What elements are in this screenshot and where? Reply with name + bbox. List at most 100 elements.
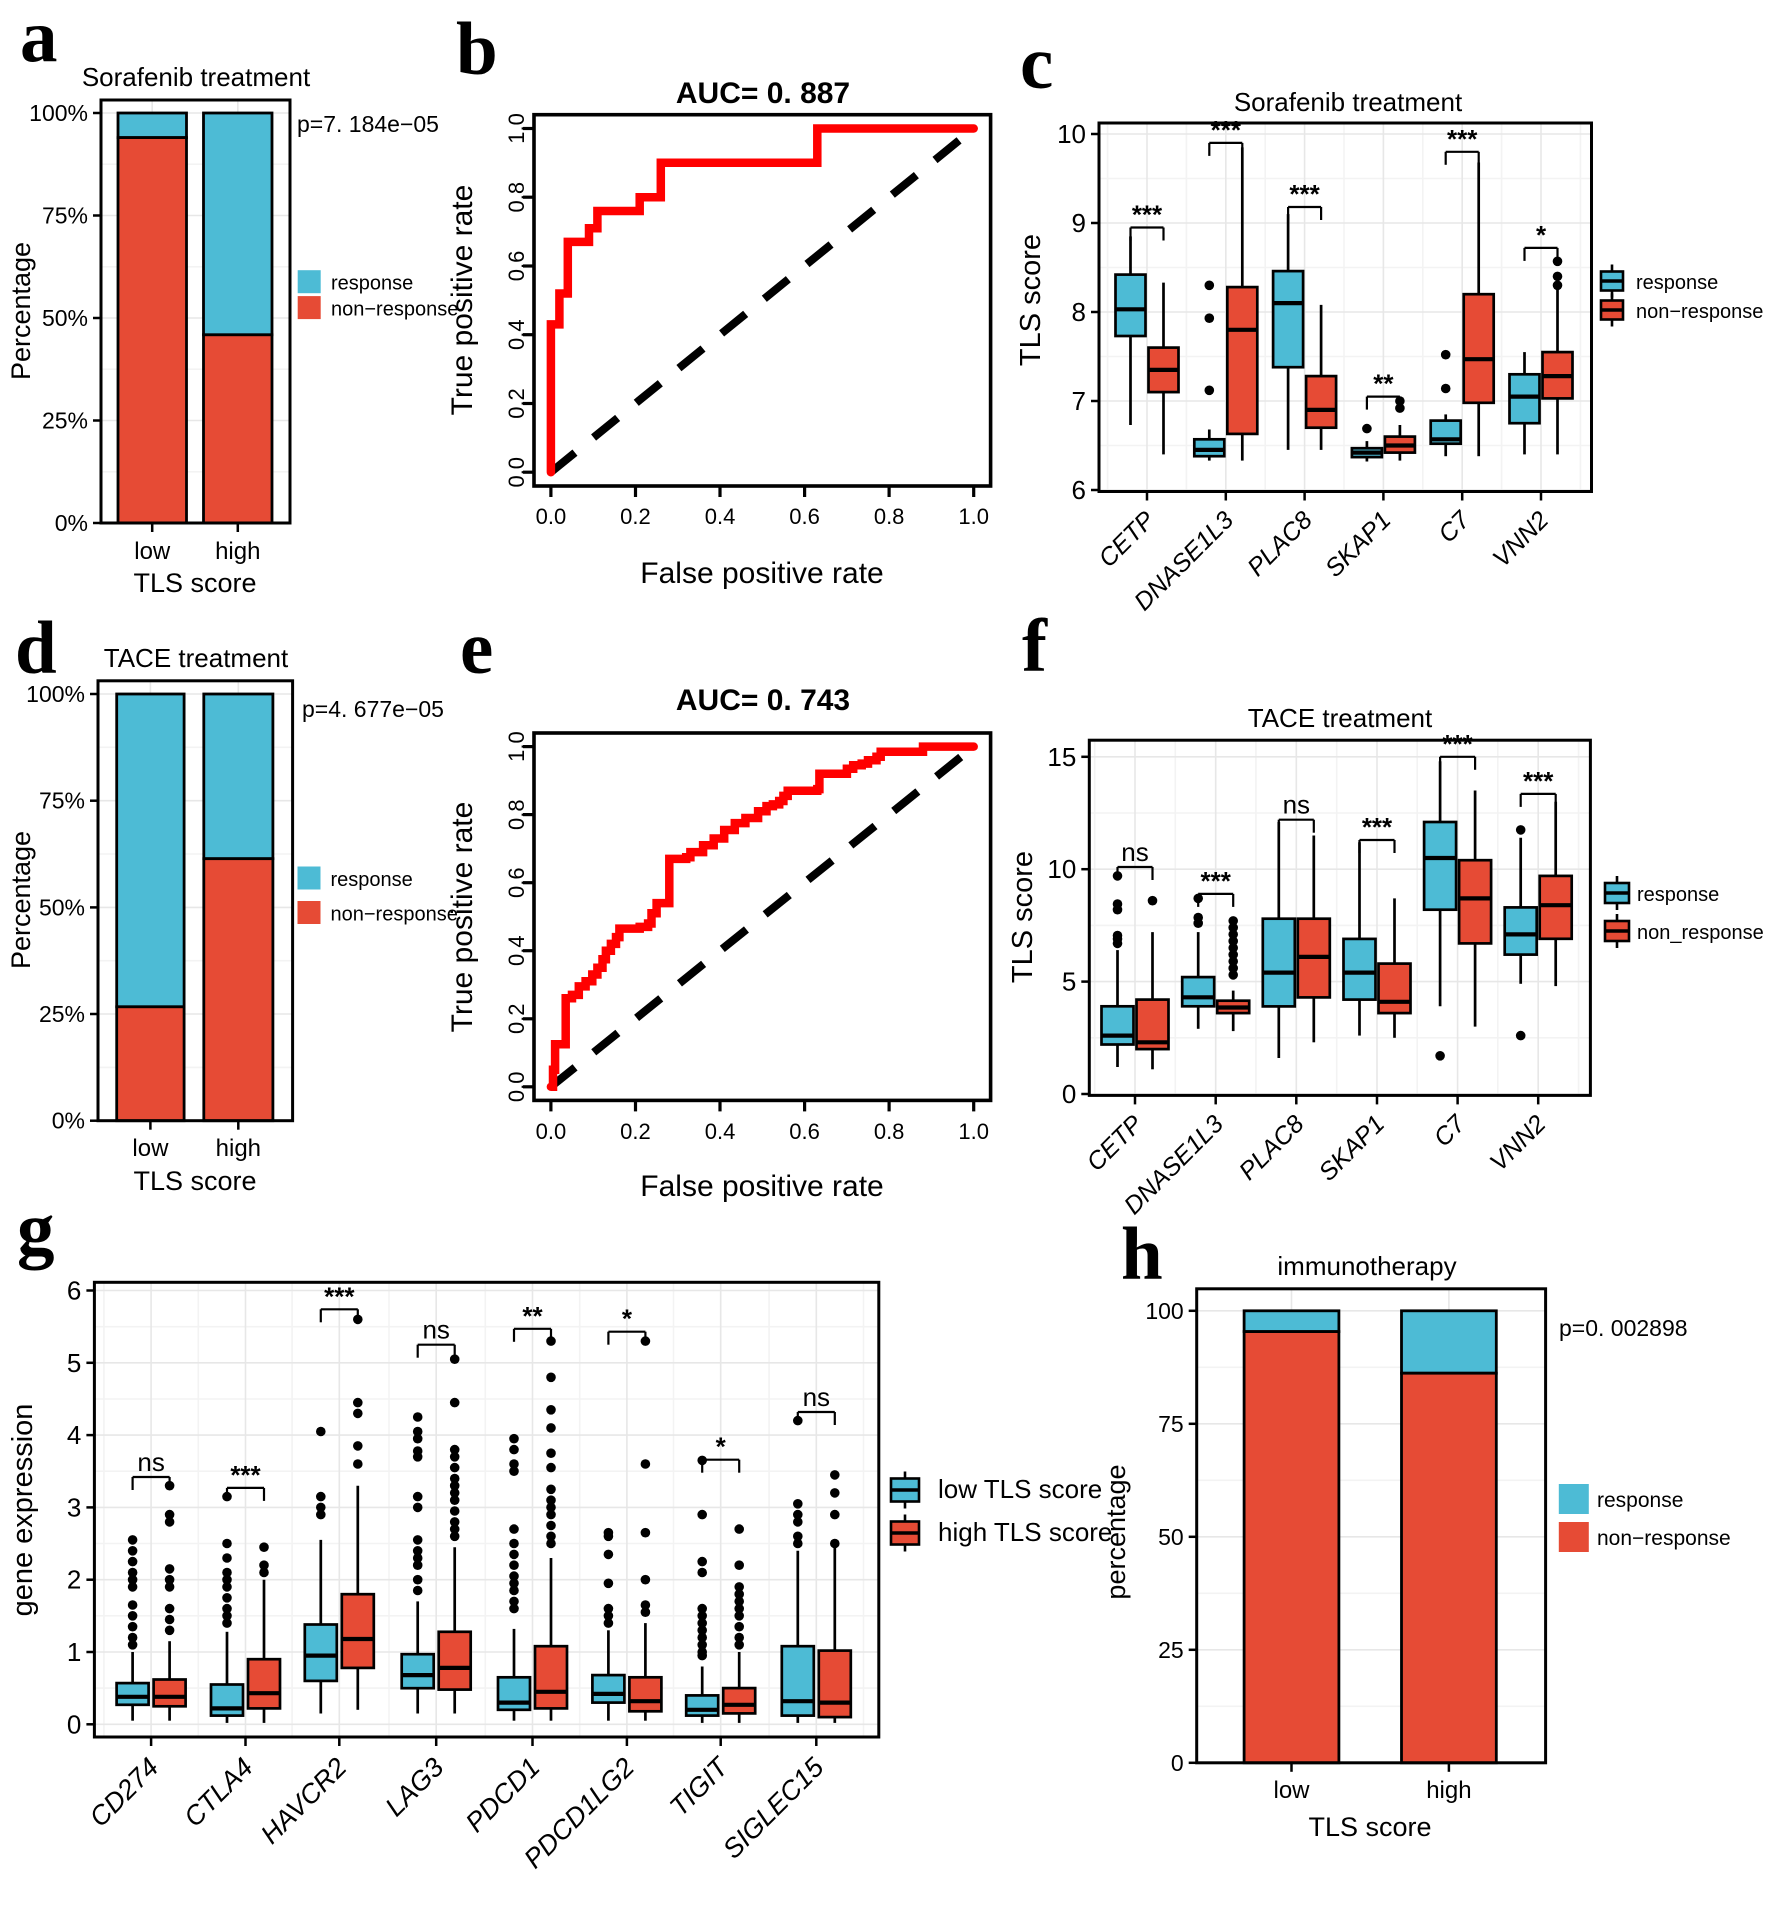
svg-text:**: ** — [1373, 369, 1394, 399]
svg-text:1.0: 1.0 — [504, 113, 529, 144]
svg-text:False positive rate: False positive rate — [640, 1170, 883, 1203]
svg-text:TLS score: TLS score — [133, 1166, 256, 1196]
svg-text:0.2: 0.2 — [620, 504, 651, 529]
svg-text:non−response: non−response — [1636, 301, 1763, 323]
svg-text:TLS score: TLS score — [1007, 851, 1039, 983]
svg-text:3: 3 — [67, 1492, 81, 1522]
svg-text:p=4. 677e−05: p=4. 677e−05 — [302, 696, 444, 722]
svg-text:True positive rate: True positive rate — [446, 185, 479, 416]
svg-text:100: 100 — [1145, 1298, 1183, 1324]
svg-text:1: 1 — [67, 1637, 81, 1667]
svg-text:2: 2 — [67, 1565, 81, 1595]
svg-text:1.0: 1.0 — [958, 1119, 989, 1144]
svg-text:10: 10 — [1057, 119, 1086, 149]
svg-text:False positive rate: False positive rate — [640, 557, 883, 590]
svg-text:0%: 0% — [52, 1108, 85, 1134]
svg-text:5: 5 — [67, 1348, 81, 1378]
svg-text:Sorafenib treatment: Sorafenib treatment — [1234, 87, 1463, 117]
svg-text:ns: ns — [422, 1315, 449, 1345]
svg-text:50: 50 — [1158, 1524, 1184, 1550]
svg-text:0.0: 0.0 — [504, 457, 529, 488]
svg-text:*: * — [622, 1304, 633, 1334]
svg-text:TLS score: TLS score — [1015, 234, 1047, 366]
svg-text:0.8: 0.8 — [874, 1119, 905, 1144]
svg-text:p=0. 002898: p=0. 002898 — [1559, 1315, 1688, 1341]
svg-text:non−response: non−response — [331, 299, 458, 321]
svg-text:d: d — [15, 607, 57, 690]
svg-text:0.4: 0.4 — [504, 935, 529, 966]
svg-text:***: *** — [230, 1460, 261, 1490]
svg-text:non_response: non_response — [1637, 922, 1764, 944]
svg-text:0.8: 0.8 — [504, 799, 529, 830]
svg-text:1.0: 1.0 — [958, 504, 989, 529]
svg-text:0.2: 0.2 — [620, 1119, 651, 1144]
svg-text:AUC= 0. 887: AUC= 0. 887 — [676, 77, 850, 110]
svg-text:100%: 100% — [29, 100, 88, 126]
svg-text:100%: 100% — [26, 681, 85, 707]
svg-text:h: h — [1121, 1213, 1163, 1296]
svg-text:4: 4 — [67, 1420, 81, 1450]
svg-text:TLS score: TLS score — [1308, 1812, 1431, 1842]
svg-text:*: * — [716, 1432, 727, 1462]
svg-text:TACE treatment: TACE treatment — [104, 643, 289, 673]
svg-text:g: g — [17, 1188, 55, 1271]
svg-text:1.0: 1.0 — [504, 731, 529, 762]
svg-text:high: high — [1426, 1777, 1471, 1804]
svg-text:0.0: 0.0 — [504, 1071, 529, 1102]
svg-text:immunotherapy: immunotherapy — [1277, 1251, 1456, 1281]
svg-text:high TLS score: high TLS score — [938, 1517, 1112, 1547]
svg-text:75%: 75% — [39, 788, 85, 814]
svg-text:percentage: percentage — [1101, 1464, 1131, 1599]
svg-text:b: b — [456, 8, 498, 91]
svg-text:low: low — [134, 538, 171, 565]
svg-text:TLS score: TLS score — [133, 568, 256, 598]
svg-text:high: high — [216, 1135, 261, 1162]
svg-text:0: 0 — [67, 1709, 81, 1739]
svg-text:Percentage: Percentage — [6, 831, 36, 969]
svg-text:10: 10 — [1047, 854, 1076, 884]
svg-text:5: 5 — [1062, 967, 1076, 997]
svg-text:TACE treatment: TACE treatment — [1248, 703, 1433, 733]
svg-text:75: 75 — [1158, 1411, 1184, 1437]
svg-text:0.0: 0.0 — [536, 504, 567, 529]
svg-text:c: c — [1020, 22, 1053, 105]
svg-text:0.6: 0.6 — [504, 867, 529, 898]
svg-text:***: *** — [1201, 866, 1232, 896]
svg-text:50%: 50% — [39, 894, 85, 920]
svg-text:**: ** — [522, 1301, 543, 1331]
svg-text:low TLS score: low TLS score — [938, 1474, 1102, 1504]
svg-text:75%: 75% — [42, 203, 88, 229]
svg-text:p=7. 184e−05: p=7. 184e−05 — [297, 111, 439, 137]
svg-text:***: *** — [1362, 812, 1393, 842]
svg-text:0.4: 0.4 — [705, 1119, 736, 1144]
svg-text:9: 9 — [1072, 208, 1086, 238]
svg-text:response: response — [1637, 884, 1719, 906]
svg-text:Sorafenib treatment: Sorafenib treatment — [82, 62, 311, 92]
svg-text:0.0: 0.0 — [536, 1119, 567, 1144]
svg-text:ns: ns — [1121, 837, 1148, 867]
svg-text:50%: 50% — [42, 305, 88, 331]
svg-text:0.2: 0.2 — [504, 388, 529, 419]
svg-text:Percentage: Percentage — [6, 242, 36, 380]
svg-text:0.2: 0.2 — [504, 1003, 529, 1034]
svg-text:***: *** — [1523, 766, 1554, 796]
svg-text:0.8: 0.8 — [504, 182, 529, 213]
svg-text:low: low — [1273, 1777, 1310, 1804]
svg-text:high: high — [215, 538, 260, 565]
svg-text:response: response — [1597, 1489, 1683, 1512]
svg-text:non−response: non−response — [1597, 1527, 1731, 1550]
svg-text:f: f — [1022, 605, 1048, 688]
svg-text:0.4: 0.4 — [504, 319, 529, 350]
svg-text:response: response — [1636, 272, 1718, 294]
svg-text:***: *** — [324, 1281, 355, 1311]
svg-text:***: *** — [1447, 124, 1478, 154]
svg-text:***: *** — [1289, 179, 1320, 209]
svg-text:0.6: 0.6 — [789, 504, 820, 529]
svg-text:0.6: 0.6 — [789, 1119, 820, 1144]
svg-text:***: *** — [1211, 115, 1242, 145]
svg-text:6: 6 — [67, 1276, 81, 1306]
svg-text:response: response — [331, 869, 413, 891]
svg-text:low: low — [132, 1135, 169, 1162]
svg-text:15: 15 — [1047, 742, 1076, 772]
svg-text:gene expression: gene expression — [7, 1404, 39, 1617]
